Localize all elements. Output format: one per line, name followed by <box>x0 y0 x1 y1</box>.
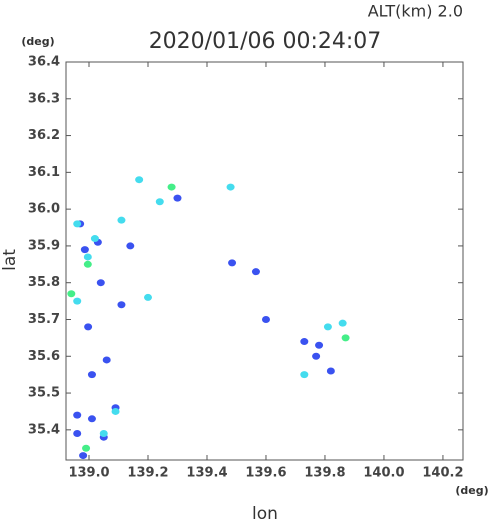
y-tick-label: 36.2 <box>28 128 60 143</box>
x-tick-label: 139.4 <box>186 466 227 481</box>
echo-point <box>102 356 111 364</box>
x-tick-label: 139.8 <box>304 466 345 481</box>
echo-point <box>90 235 99 243</box>
y-tick-label: 35.9 <box>28 238 60 253</box>
chart-title: 2020/01/06 00:24:07 <box>149 29 382 54</box>
echo-point <box>173 194 182 202</box>
echo-point <box>155 198 164 206</box>
echo-point <box>67 290 76 298</box>
echo-point <box>87 371 96 379</box>
echo-point <box>73 430 82 438</box>
x-tick-label: 139.0 <box>68 466 109 481</box>
y-tick-label: 35.6 <box>28 349 60 364</box>
echo-point <box>83 260 92 268</box>
echo-point <box>300 338 309 346</box>
y-tick-label: 35.8 <box>28 275 60 290</box>
y-tick-label: 35.4 <box>28 422 60 437</box>
echo-point <box>315 341 324 349</box>
y-unit: (deg) <box>21 35 54 48</box>
echo-point <box>99 430 108 438</box>
echo-point <box>82 444 91 452</box>
x-tick-label: 140.0 <box>363 466 404 481</box>
echo-point <box>73 220 82 228</box>
echo-point <box>251 268 260 276</box>
x-tick-label: 140.2 <box>422 466 463 481</box>
echo-point <box>73 411 82 419</box>
echo-point <box>312 352 321 360</box>
altitude-label: ALT(km) 2.0 <box>368 2 463 21</box>
y-tick-label: 35.5 <box>28 386 60 401</box>
echo-point <box>111 407 120 415</box>
echo-point <box>87 415 96 423</box>
echo-point <box>83 253 92 261</box>
echo-point <box>167 183 176 191</box>
y-tick-label: 36.0 <box>28 202 60 217</box>
x-tick-label: 139.2 <box>127 466 168 481</box>
echo-point <box>117 301 126 309</box>
x-tick-label: 139.6 <box>245 466 286 481</box>
x-axis-label: lon <box>252 504 278 521</box>
echo-point <box>341 334 350 342</box>
plot-frame <box>65 61 464 461</box>
echo-point <box>80 246 89 254</box>
echo-point <box>323 323 332 331</box>
x-unit: (deg) <box>455 484 488 497</box>
y-tick-label: 36.3 <box>28 91 60 106</box>
echo-point <box>79 452 88 460</box>
echo-point <box>338 319 347 327</box>
echo-point <box>143 293 152 301</box>
echo-point <box>326 367 335 375</box>
echo-point <box>73 297 82 305</box>
echo-point <box>228 259 237 267</box>
echo-point <box>84 323 93 331</box>
echo-point <box>261 315 270 323</box>
echo-point <box>96 279 105 287</box>
y-tick-label: 36.4 <box>28 55 60 70</box>
echo-point <box>126 242 135 250</box>
echo-point <box>135 176 144 184</box>
y-tick-label: 35.7 <box>28 312 60 327</box>
echo-point <box>226 183 235 191</box>
y-tick-label: 36.1 <box>28 165 60 180</box>
echo-point <box>117 216 126 224</box>
y-axis-label: lat <box>0 249 20 271</box>
echo-point <box>300 371 309 379</box>
